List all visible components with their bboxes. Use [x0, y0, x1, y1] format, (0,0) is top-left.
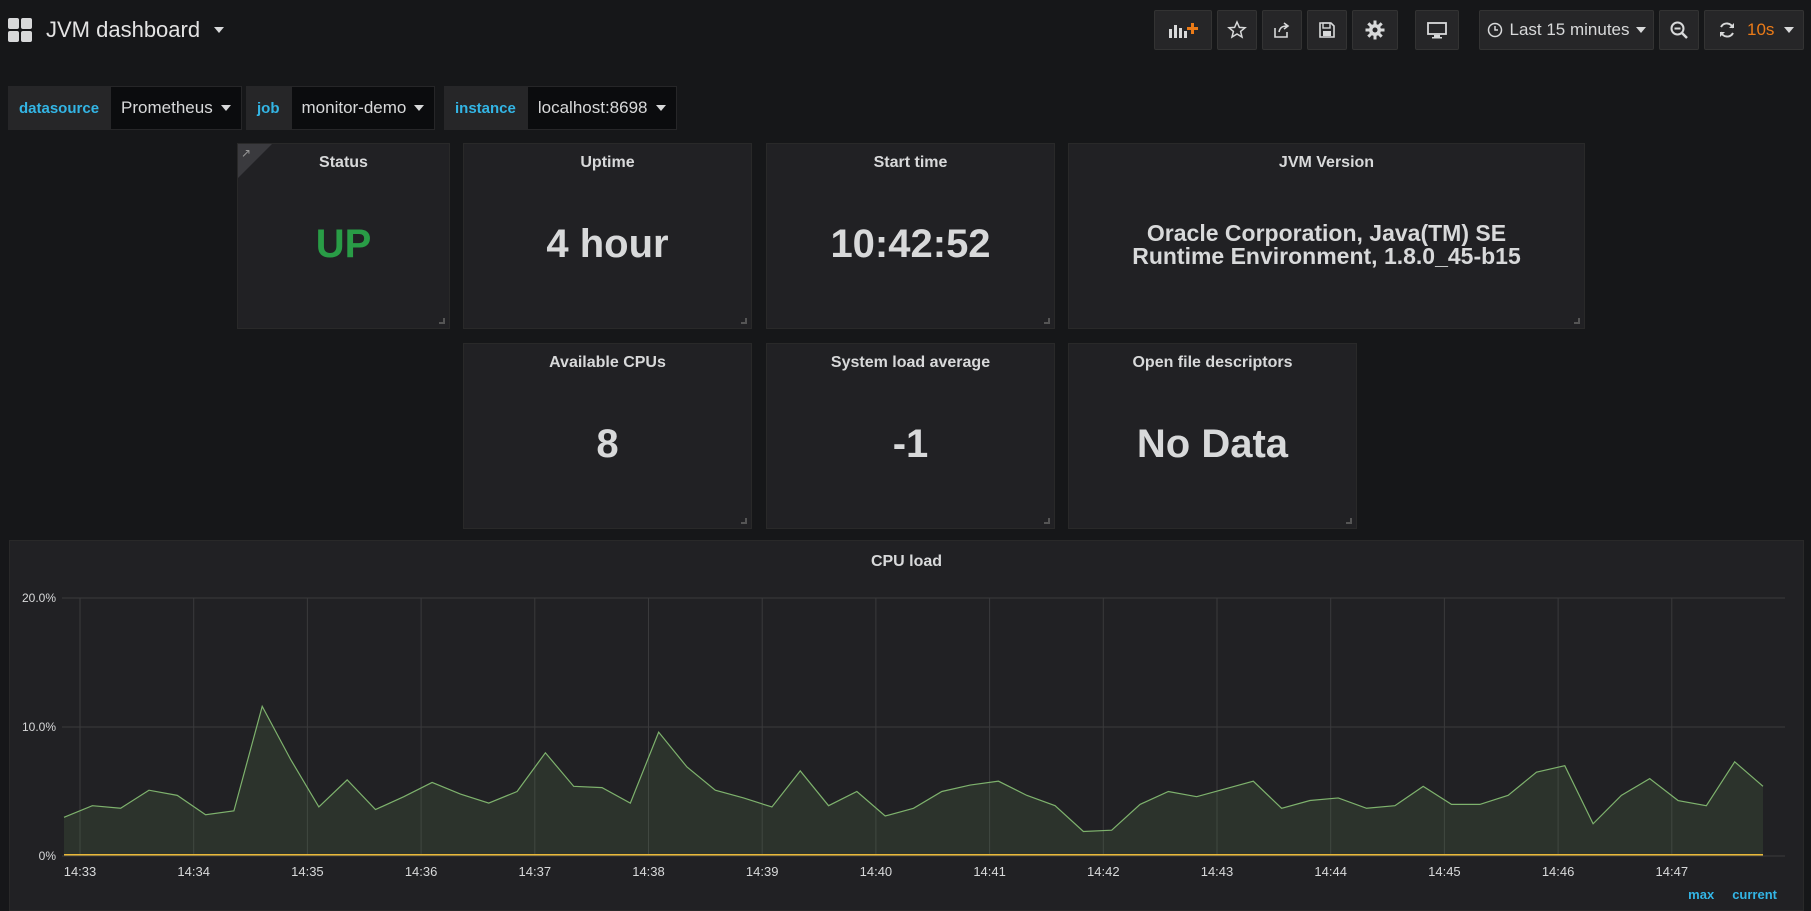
dashboard-picker[interactable]: JVM dashboard [8, 10, 225, 50]
file-descriptors-value: No Data [1136, 422, 1289, 466]
panel-title[interactable]: Open file descriptors [1132, 354, 1293, 371]
x-tick-label: 14:36 [405, 864, 438, 879]
caret-down-icon [1635, 27, 1646, 33]
panel-title[interactable]: Uptime [580, 154, 635, 171]
y-tick-label: 20.0% [22, 591, 56, 605]
dashboard-title: JVM dashboard [46, 17, 201, 42]
navbar: JVM dashboard Last 15 minutes 10s [0, 0, 1811, 62]
add-panel-button[interactable] [1154, 10, 1212, 50]
variable-value: monitor-demo [301, 98, 407, 117]
status-panel[interactable]: ↗ Status UP [237, 143, 450, 329]
x-tick-label: 14:47 [1656, 864, 1689, 879]
add-panel-icon [1169, 23, 1198, 38]
settings-button[interactable] [1352, 10, 1398, 50]
share-button[interactable] [1262, 10, 1302, 50]
share-icon [1274, 22, 1290, 38]
graph-legend: max current [1688, 887, 1777, 902]
gear-icon [1365, 20, 1385, 40]
cpus-panel[interactable]: Available CPUs 8 [463, 343, 752, 529]
zoom-out-icon [1670, 21, 1688, 39]
save-button[interactable] [1307, 10, 1347, 50]
external-link-icon: ↗ [241, 146, 252, 160]
start-time-panel[interactable]: Start time 10:42:52 [766, 143, 1055, 329]
uptime-panel[interactable]: Uptime 4 hour [463, 143, 752, 329]
start-time-value: 10:42:52 [830, 222, 991, 266]
resize-handle[interactable] [1044, 318, 1050, 324]
cpu-load-chart[interactable]: 0% 10.0% 20.0% 14:33 14:34 14:35 14:36 14:37 14:… [10, 541, 1805, 911]
variable-label: instance [444, 86, 527, 130]
refresh-icon [1720, 22, 1734, 38]
legend-current[interactable]: current [1732, 887, 1777, 902]
datasource-select[interactable]: Prometheus [110, 86, 242, 130]
x-tick-label: 14:38 [632, 864, 665, 879]
panel-link-corner[interactable] [238, 144, 272, 178]
x-tick-label: 14:44 [1314, 864, 1347, 879]
caret-down-icon [414, 105, 425, 111]
legend-max[interactable]: max [1688, 887, 1715, 902]
variable-value: Prometheus [121, 98, 213, 117]
caret-down-icon [655, 105, 666, 111]
x-tick-label: 14:34 [177, 864, 210, 879]
variable-label: datasource [8, 86, 111, 130]
panel-title[interactable]: Start time [873, 154, 948, 171]
file-descriptors-panel[interactable]: Open file descriptors No Data [1068, 343, 1357, 529]
resize-handle[interactable] [1346, 518, 1352, 524]
cpus-value: 8 [596, 422, 619, 466]
time-range-picker[interactable]: Last 15 minutes [1479, 10, 1654, 50]
resize-handle[interactable] [741, 518, 747, 524]
x-tick-label: 14:43 [1201, 864, 1234, 879]
star-button[interactable] [1217, 10, 1257, 50]
refresh-interval: 10s [1747, 20, 1775, 39]
resize-handle[interactable] [741, 318, 747, 324]
monitor-icon [1427, 22, 1447, 39]
panel-title[interactable]: Status [319, 154, 368, 171]
dashboard-grid-icon [8, 18, 32, 42]
variable-instance: instance localhost:8698 [444, 86, 677, 130]
zoom-out-button[interactable] [1659, 10, 1699, 50]
series-line-process [63, 704, 1764, 833]
panel-title[interactable]: System load average [830, 354, 991, 371]
x-tick-label: 14:41 [973, 864, 1006, 879]
variable-job: job monitor-demo [246, 86, 436, 130]
caret-down-icon [220, 105, 231, 111]
resize-handle[interactable] [1574, 318, 1580, 324]
time-range-label: Last 15 minutes [1509, 20, 1630, 39]
variable-label: job [246, 86, 291, 130]
x-tick-label: 14:39 [746, 864, 779, 879]
refresh-button[interactable]: 10s [1704, 10, 1804, 50]
star-icon [1227, 20, 1247, 39]
series-area-process [64, 706, 1763, 856]
x-tick-label: 14:46 [1542, 864, 1575, 879]
instance-select[interactable]: localhost:8698 [526, 86, 677, 130]
tv-mode-button[interactable] [1415, 10, 1459, 50]
uptime-value: 4 hour [546, 222, 669, 266]
resize-handle[interactable] [439, 318, 445, 324]
load-average-value: -1 [892, 422, 929, 466]
y-tick-label: 0% [39, 849, 57, 863]
x-tick-label: 14:35 [291, 864, 324, 879]
save-icon [1319, 22, 1335, 38]
y-tick-label: 10.0% [22, 720, 56, 734]
status-value: UP [315, 222, 372, 266]
clock-icon [1488, 22, 1503, 38]
job-select[interactable]: monitor-demo [290, 86, 436, 130]
panel-title[interactable]: Available CPUs [549, 354, 666, 371]
variable-value: localhost:8698 [537, 98, 648, 117]
load-average-panel[interactable]: System load average -1 [766, 343, 1055, 529]
variable-datasource: datasource Prometheus [8, 86, 242, 130]
jvm-version-value: Oracle Corporation, Java(TM) SE Runtime … [1132, 220, 1521, 270]
x-tick-label: 14:45 [1428, 864, 1461, 879]
resize-handle[interactable] [1044, 518, 1050, 524]
x-tick-label: 14:37 [519, 864, 552, 879]
panel-title[interactable]: CPU load [870, 553, 943, 570]
jvm-version-panel[interactable]: JVM Version Oracle Corporation, Java(TM)… [1068, 143, 1585, 329]
x-tick-label: 14:40 [860, 864, 893, 879]
cpu-load-panel[interactable]: CPU load 0% 10.0% 20.0% 14:33 14:34 14:35 14:3… [9, 540, 1804, 911]
caret-down-icon [214, 27, 225, 33]
x-tick-label: 14:42 [1087, 864, 1120, 879]
caret-down-icon [1784, 27, 1795, 33]
panel-title[interactable]: JVM Version [1278, 154, 1375, 171]
x-tick-label: 14:33 [64, 864, 97, 879]
